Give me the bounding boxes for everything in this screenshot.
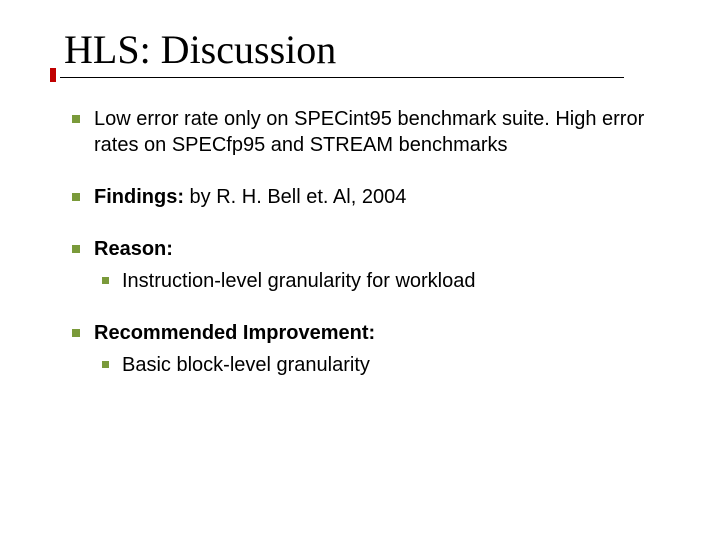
bullet-text: Low error rate only on SPECint95 benchma… — [94, 108, 644, 156]
bullet-text: by R. H. Bell et. Al, 2004 — [190, 186, 407, 208]
bullet-list: Low error rate only on SPECint95 benchma… — [66, 106, 678, 378]
sub-bullet-item: Basic block-level granularity — [94, 352, 678, 378]
bullet-bold-prefix: Reason: — [94, 238, 173, 260]
bullet-item: Findings: by R. H. Bell et. Al, 2004 — [66, 184, 678, 210]
sub-bullet-list: Basic block-level granularity — [94, 352, 678, 378]
bullet-bold-prefix: Recommended Improvement: — [94, 322, 375, 344]
slide-content: Low error rate only on SPECint95 benchma… — [60, 106, 678, 378]
title-wrap: HLS: Discussion — [60, 26, 678, 78]
sub-bullet-list: Instruction-level granularity for worklo… — [94, 268, 678, 294]
accent-bar — [50, 68, 56, 82]
slide-title: HLS: Discussion — [60, 26, 624, 78]
sub-bullet-text: Basic block-level granularity — [122, 354, 370, 376]
slide: HLS: Discussion Low error rate only on S… — [0, 0, 720, 540]
bullet-item: Reason: Instruction-level granularity fo… — [66, 236, 678, 294]
bullet-item: Low error rate only on SPECint95 benchma… — [66, 106, 678, 158]
bullet-item: Recommended Improvement: Basic block-lev… — [66, 320, 678, 378]
sub-bullet-text: Instruction-level granularity for worklo… — [122, 270, 476, 292]
sub-bullet-item: Instruction-level granularity for worklo… — [94, 268, 678, 294]
bullet-bold-prefix: Findings: — [94, 186, 190, 208]
